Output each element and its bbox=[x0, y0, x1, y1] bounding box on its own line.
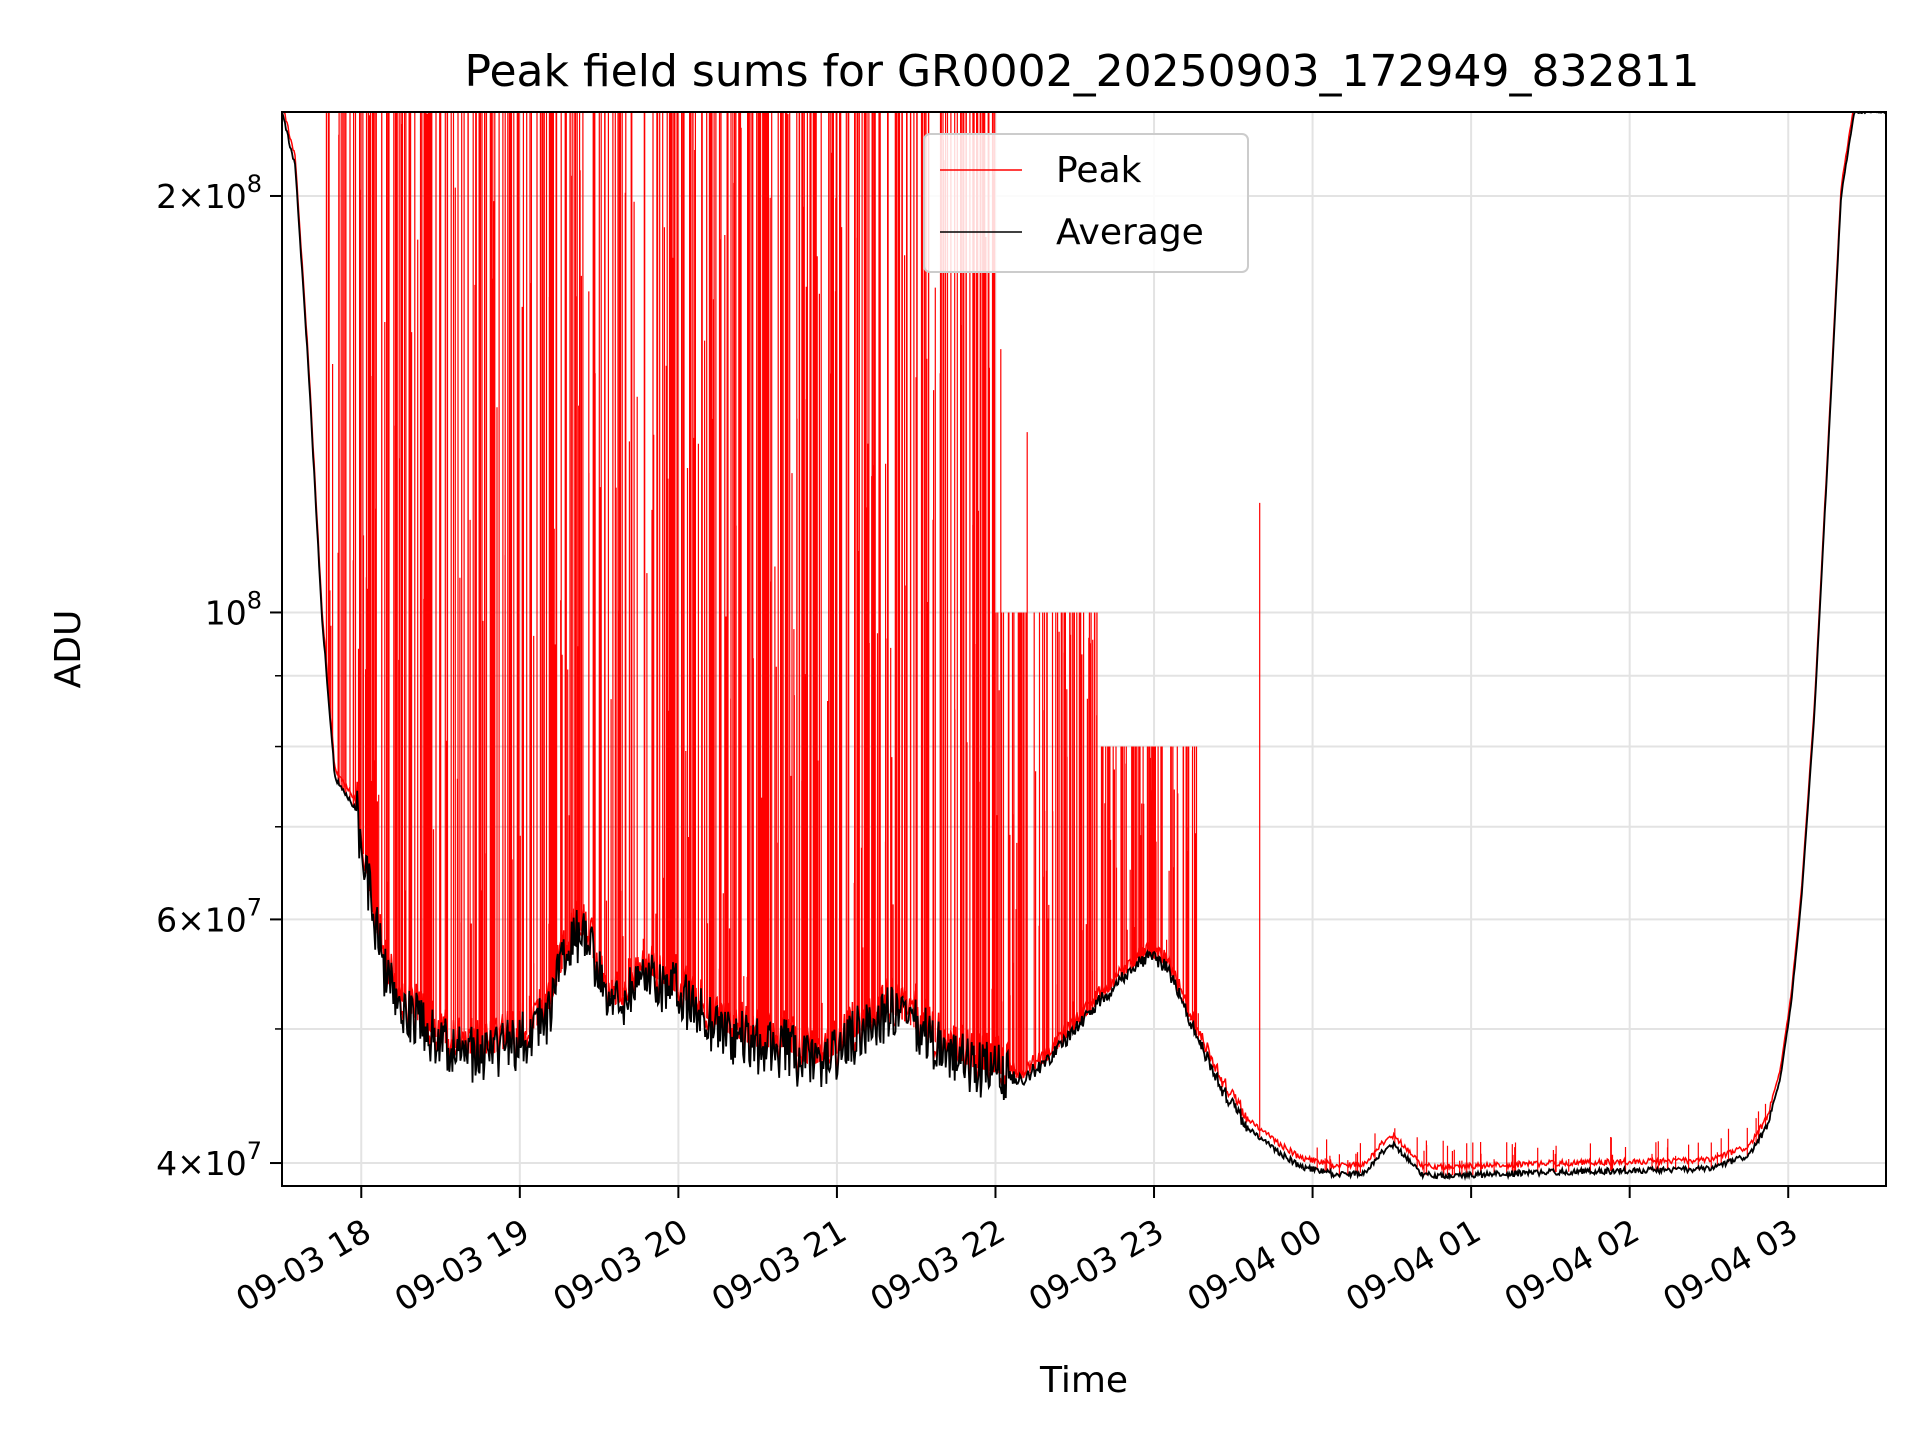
y-tick-base: 10 bbox=[205, 900, 247, 939]
y-tick-times: × bbox=[177, 900, 205, 939]
legend-label-average: Average bbox=[1056, 212, 1204, 253]
y-tick-times: × bbox=[177, 177, 205, 216]
x-tick-label: 09-04 01 bbox=[1339, 1211, 1487, 1319]
peak-spikes bbox=[325, 112, 1767, 1176]
legend-box bbox=[923, 133, 1249, 273]
y-tick-label: 2×108 bbox=[156, 170, 262, 216]
y-tick-times: × bbox=[177, 1144, 205, 1183]
legend: Peak Average bbox=[923, 133, 1249, 273]
y-tick-base: 10 bbox=[205, 593, 247, 632]
x-tick-label: 09-03 19 bbox=[388, 1211, 536, 1319]
plot-frame bbox=[281, 111, 1887, 1187]
series-average-line bbox=[281, 110, 1887, 1182]
y-tick-mantissa: 4 bbox=[156, 1144, 177, 1183]
y-tick-exponent: 7 bbox=[247, 1137, 262, 1165]
x-tick-label: 09-03 21 bbox=[705, 1211, 853, 1319]
x-tick-label: 09-04 03 bbox=[1656, 1211, 1804, 1319]
y-tick-label: 108 bbox=[205, 586, 262, 632]
chart-title: Peak field sums for GR0002_20250903_1729… bbox=[465, 46, 1700, 97]
y-tick-exponent: 8 bbox=[247, 586, 262, 614]
x-axis: 09-03 18 09-03 19 09-03 20 09-03 21 09-03 22… bbox=[229, 1186, 1804, 1319]
x-tick-label: 09-03 20 bbox=[546, 1211, 694, 1319]
y-tick-base: 10 bbox=[205, 1144, 247, 1183]
x-tick-label: 09-03 18 bbox=[229, 1211, 377, 1319]
y-tick-exponent: 8 bbox=[247, 170, 262, 198]
y-tick-mantissa: 6 bbox=[156, 900, 177, 939]
y-tick-base: 10 bbox=[205, 177, 247, 216]
x-tick-label: 09-04 02 bbox=[1498, 1211, 1646, 1319]
x-axis-label: Time bbox=[1039, 1360, 1128, 1401]
y-axis-label: ADU bbox=[48, 610, 89, 689]
y-tick-label: 4×107 bbox=[156, 1137, 262, 1183]
y-tick-label: 6×107 bbox=[156, 893, 262, 939]
series-peak-line bbox=[282, 111, 1886, 1172]
x-tick-label: 09-03 22 bbox=[863, 1211, 1011, 1319]
y-tick-mantissa: 2 bbox=[156, 177, 177, 216]
y-tick-exponent: 7 bbox=[247, 893, 262, 921]
x-tick-label: 09-03 23 bbox=[1022, 1211, 1170, 1319]
x-tick-label: 09-04 00 bbox=[1181, 1211, 1329, 1319]
peak-spike-marks bbox=[325, 112, 1767, 1176]
legend-label-peak: Peak bbox=[1056, 150, 1142, 191]
